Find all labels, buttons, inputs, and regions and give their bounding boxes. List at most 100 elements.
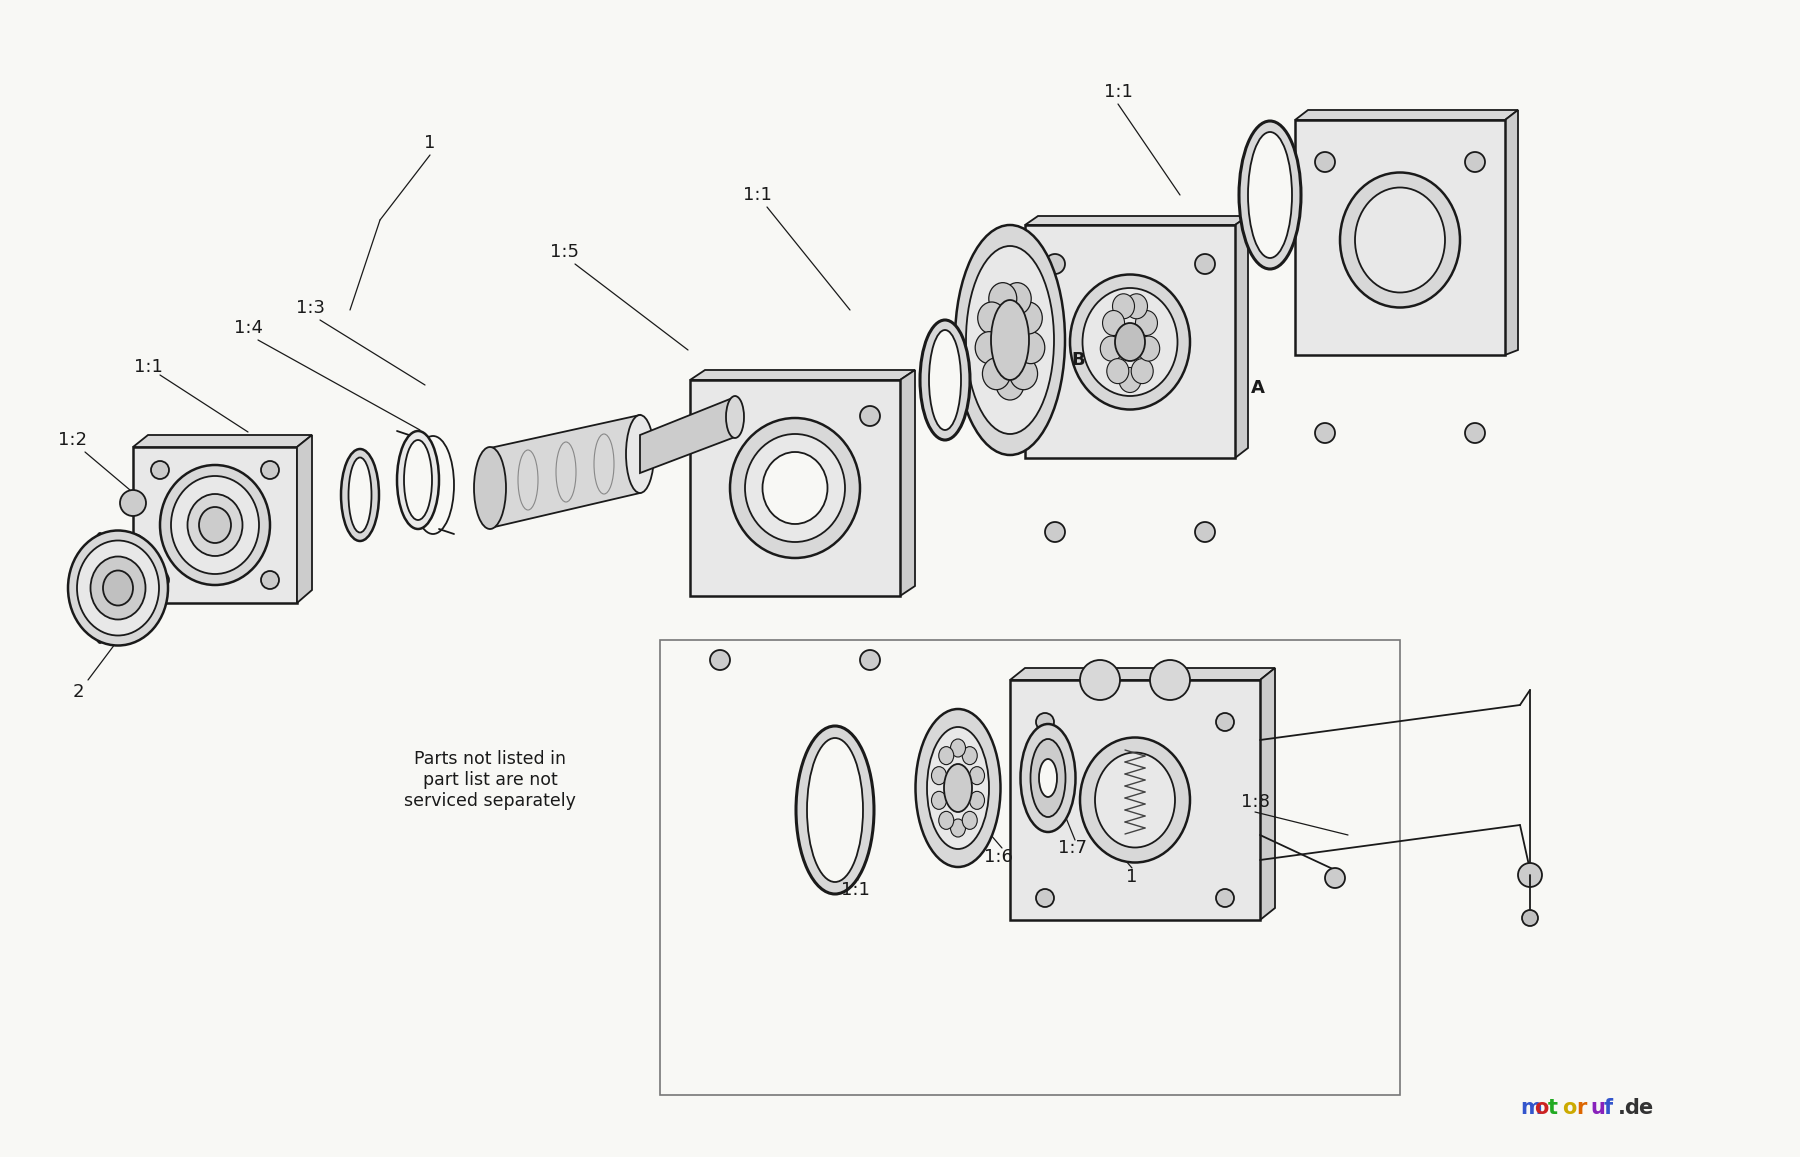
Ellipse shape — [171, 476, 259, 574]
Text: 1: 1 — [425, 134, 436, 152]
Polygon shape — [1294, 120, 1505, 355]
Circle shape — [121, 535, 146, 560]
Polygon shape — [1010, 668, 1274, 680]
Text: 1:4: 1:4 — [234, 319, 263, 337]
Circle shape — [1046, 522, 1066, 541]
Circle shape — [1316, 423, 1336, 443]
Polygon shape — [133, 447, 297, 603]
Polygon shape — [1010, 680, 1260, 920]
Ellipse shape — [995, 368, 1024, 400]
Text: o: o — [1562, 1098, 1577, 1118]
Text: d: d — [1624, 1098, 1638, 1118]
Bar — [661, 640, 1400, 1095]
Ellipse shape — [1238, 121, 1301, 268]
Text: u: u — [1589, 1098, 1606, 1118]
Text: o: o — [1534, 1098, 1548, 1118]
Ellipse shape — [1017, 332, 1044, 363]
Ellipse shape — [988, 282, 1017, 315]
Ellipse shape — [1010, 358, 1037, 390]
Text: Parts not listed in
part list are not
serviced separately: Parts not listed in part list are not se… — [403, 750, 576, 810]
Ellipse shape — [349, 457, 371, 532]
Ellipse shape — [1021, 724, 1076, 832]
Text: 1:3: 1:3 — [295, 299, 324, 317]
Ellipse shape — [927, 727, 988, 849]
Circle shape — [860, 650, 880, 670]
Ellipse shape — [967, 246, 1055, 434]
Polygon shape — [900, 370, 914, 596]
Text: r: r — [1577, 1098, 1586, 1118]
Circle shape — [1465, 423, 1485, 443]
Circle shape — [1037, 889, 1055, 907]
Ellipse shape — [806, 738, 862, 882]
Text: e: e — [1638, 1098, 1652, 1118]
Ellipse shape — [931, 767, 947, 784]
Circle shape — [261, 572, 279, 589]
Ellipse shape — [1247, 132, 1292, 258]
Ellipse shape — [970, 791, 985, 810]
Text: 1:7: 1:7 — [1058, 839, 1087, 857]
Ellipse shape — [103, 570, 133, 605]
Polygon shape — [1505, 110, 1517, 355]
Text: 1:8: 1:8 — [1240, 793, 1269, 811]
Ellipse shape — [731, 418, 860, 558]
Text: 1: 1 — [1127, 868, 1138, 886]
Ellipse shape — [1355, 187, 1445, 293]
Ellipse shape — [920, 320, 970, 440]
Ellipse shape — [473, 447, 506, 529]
Ellipse shape — [977, 302, 1006, 334]
Text: .: . — [1618, 1098, 1625, 1118]
Ellipse shape — [187, 494, 243, 557]
Text: m: m — [1519, 1098, 1543, 1118]
Circle shape — [151, 572, 169, 589]
Text: f: f — [1604, 1098, 1613, 1118]
Ellipse shape — [976, 332, 1003, 363]
Ellipse shape — [992, 300, 1030, 379]
Ellipse shape — [1030, 739, 1066, 817]
Text: 1:1: 1:1 — [743, 186, 772, 204]
Circle shape — [121, 491, 146, 516]
Ellipse shape — [940, 811, 954, 830]
Ellipse shape — [200, 507, 230, 543]
Ellipse shape — [398, 432, 439, 529]
Polygon shape — [689, 379, 900, 596]
Text: 1:1: 1:1 — [841, 880, 869, 899]
Circle shape — [1046, 255, 1066, 274]
Ellipse shape — [970, 767, 985, 784]
Polygon shape — [133, 435, 311, 447]
Ellipse shape — [90, 557, 146, 619]
Polygon shape — [1294, 110, 1517, 120]
Circle shape — [1517, 863, 1543, 887]
Ellipse shape — [1125, 294, 1147, 319]
Ellipse shape — [963, 811, 977, 830]
Circle shape — [1150, 659, 1190, 700]
Circle shape — [1195, 255, 1215, 274]
Circle shape — [860, 406, 880, 426]
Ellipse shape — [1080, 737, 1190, 862]
Ellipse shape — [745, 434, 844, 541]
Ellipse shape — [1013, 302, 1042, 334]
Ellipse shape — [963, 746, 977, 765]
Circle shape — [261, 460, 279, 479]
Ellipse shape — [1107, 359, 1129, 384]
Ellipse shape — [929, 330, 961, 430]
Ellipse shape — [983, 358, 1010, 390]
Polygon shape — [1024, 216, 1247, 224]
Ellipse shape — [1103, 310, 1125, 336]
Text: A: A — [1251, 379, 1265, 397]
Text: 1:5: 1:5 — [551, 243, 580, 261]
Ellipse shape — [1100, 336, 1121, 361]
Circle shape — [709, 650, 731, 670]
Text: B: B — [1071, 351, 1085, 369]
Polygon shape — [297, 435, 311, 603]
Ellipse shape — [1112, 294, 1134, 319]
Text: t: t — [1548, 1098, 1559, 1118]
Circle shape — [1465, 152, 1485, 172]
Circle shape — [1325, 868, 1345, 889]
Circle shape — [151, 460, 169, 479]
Ellipse shape — [340, 449, 380, 541]
Ellipse shape — [1138, 336, 1159, 361]
Ellipse shape — [1003, 282, 1031, 315]
Circle shape — [1217, 713, 1235, 731]
Polygon shape — [641, 397, 734, 473]
Ellipse shape — [943, 764, 972, 812]
